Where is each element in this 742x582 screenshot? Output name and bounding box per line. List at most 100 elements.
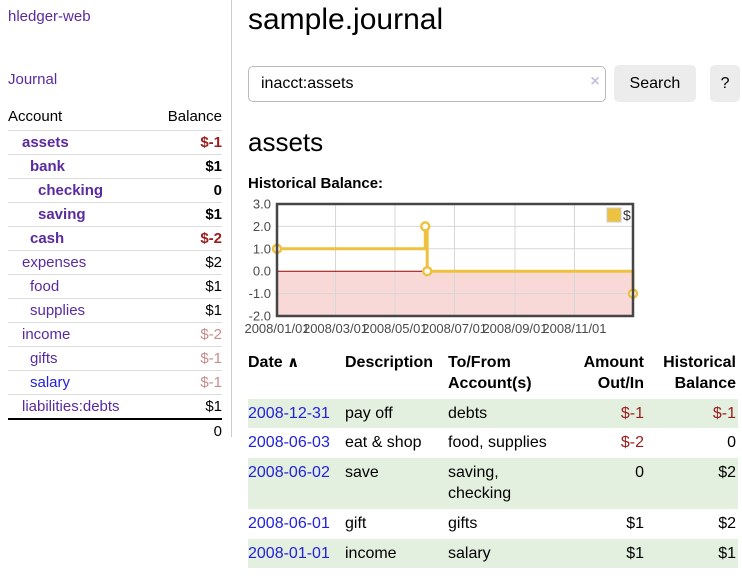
svg-text:1.0: 1.0 (253, 241, 271, 256)
date-link[interactable]: 2008-06-01 (248, 514, 330, 532)
search-form: × Search ? (248, 65, 740, 102)
account-balance: $2 (205, 254, 222, 271)
account-row: liabilities:debts $1 (8, 394, 222, 420)
transaction-amount-cell: $-2 (620, 434, 644, 452)
clear-search-icon[interactable]: × (590, 73, 600, 90)
account-balance: 0 (213, 182, 222, 199)
account-link-income[interactable]: income (22, 326, 71, 343)
account-balance: $-2 (200, 326, 222, 343)
register-col-accounts: To/From Account(s) (448, 354, 532, 392)
transaction-description-cell: income (345, 544, 397, 562)
account-link-expenses[interactable]: expenses (22, 254, 87, 271)
account-row: food $1 (8, 274, 222, 299)
account-balance: $1 (205, 206, 222, 223)
account-link-assets[interactable]: assets (22, 134, 69, 151)
transaction-accounts-cell: saving, checking (448, 463, 512, 503)
svg-text:2008/03/01: 2008/03/01 (303, 321, 368, 336)
transaction-date-cell: 2008-12-31 (248, 399, 345, 429)
svg-text:2008/07/01: 2008/07/01 (422, 321, 487, 336)
account-link-supplies[interactable]: supplies (30, 302, 86, 319)
transaction-date-cell: 2008-06-01 (248, 509, 345, 539)
transaction-date-cell: 2008-06-02 (248, 458, 345, 509)
sort-ascending-icon: ∧ (287, 354, 300, 371)
account-balance: $1 (205, 278, 222, 295)
account-row: supplies $1 (8, 298, 222, 323)
register-col-amount: Amount Out/In (583, 354, 644, 392)
register-col-balance: Historical Balance (663, 354, 736, 392)
account-link-checking[interactable]: checking (38, 182, 104, 199)
account-link-bank[interactable]: bank (30, 158, 66, 175)
page-title: sample.journal (248, 3, 444, 36)
transaction-amount-cell: $-1 (620, 404, 644, 422)
svg-text:2008/09/01: 2008/09/01 (482, 321, 547, 336)
transaction-amount-cell: 0 (635, 463, 644, 481)
account-row: saving $1 (8, 202, 222, 227)
account-balance: $1 (205, 158, 222, 175)
account-row: income $-2 (8, 322, 222, 347)
accounts-table: Account Balance assets $-1 bank $1 checking 0… (8, 105, 222, 443)
app-brand-link[interactable]: hledger-web (8, 8, 91, 25)
legend-swatch (606, 207, 622, 223)
transaction-balance-cell: 0 (727, 434, 736, 452)
svg-text:3.0: 3.0 (253, 197, 271, 212)
date-link[interactable]: 2008-12-31 (248, 404, 330, 422)
svg-text:0.0: 0.0 (253, 264, 271, 279)
accounts-header-row: Account Balance (8, 105, 222, 131)
register-col-date-label: Date (248, 354, 283, 371)
register-row: 2008-12-31 pay off debts $-1 $-1 (248, 398, 738, 429)
account-heading: assets (248, 127, 324, 157)
date-link[interactable]: 2008-01-01 (248, 544, 330, 562)
sidebar-item-journal[interactable]: Journal (8, 71, 58, 88)
transaction-accounts-cell: debts (448, 404, 488, 422)
transaction-accounts-cell: gifts (448, 514, 478, 532)
account-link-food[interactable]: food (30, 278, 60, 295)
data-point-marker (420, 221, 431, 232)
transaction-balance-cell: $2 (718, 463, 736, 481)
svg-text:2008/05/01: 2008/05/01 (362, 321, 427, 336)
account-row: assets $-1 (8, 130, 222, 155)
register-col-date[interactable]: Date ∧ (248, 351, 345, 399)
account-link-salary[interactable]: salary (30, 374, 71, 391)
register-header-row: Date ∧ Description To/From Account(s) Am… (248, 351, 738, 399)
search-button[interactable]: Search (613, 65, 697, 102)
account-row: gifts $-1 (8, 346, 222, 371)
transaction-amount-cell: $1 (626, 514, 644, 532)
account-row: salary $-1 (8, 370, 222, 395)
register-row: 2008-06-02 save saving, checking 0 $2 (248, 457, 738, 509)
date-link[interactable]: 2008-06-02 (248, 463, 330, 481)
account-link-saving[interactable]: saving (38, 206, 86, 223)
svg-text:2.0: 2.0 (253, 219, 271, 234)
account-row: bank $1 (8, 154, 222, 179)
sidebar: hledger-web Journal Account Balance asse… (0, 0, 232, 440)
register-row: 2008-06-01 gift gifts $1 $2 (248, 509, 738, 539)
transaction-description-cell: eat & shop (345, 434, 422, 452)
transaction-balance-cell: $-1 (712, 404, 736, 422)
account-balance: $1 (205, 302, 222, 319)
help-button[interactable]: ? (710, 65, 740, 102)
account-balance: $-1 (200, 134, 222, 151)
svg-text:2008/01/01: 2008/01/01 (244, 321, 309, 336)
account-balance: $-1 (200, 374, 222, 391)
transaction-description-cell: pay off (345, 404, 393, 422)
main-content: sample.journal × Search ? assets Histori… (244, 0, 740, 569)
balance-chart-svg: $3.0 2.0 1.0 0.0 -1.0 -2.02008/01/012008/03/0… (244, 197, 639, 336)
svg-text:2008/11/01: 2008/11/01 (542, 321, 606, 336)
transaction-description-cell: save (345, 463, 379, 481)
transaction-description-cell: gift (345, 514, 367, 532)
search-input[interactable] (248, 65, 606, 102)
account-row: cash $-2 (8, 226, 222, 251)
register-table: Date ∧ Description To/From Account(s) Am… (248, 351, 738, 569)
register-row: 2008-01-01 income salary $1 $1 (248, 538, 738, 569)
account-link-cash[interactable]: cash (30, 230, 65, 247)
accounts-col-account: Account (8, 108, 63, 125)
accounts-total-value: 0 (213, 423, 222, 440)
register-row: 2008-06-03 eat & shop food, supplies $-2 0 (248, 428, 738, 458)
transaction-accounts-cell: salary (448, 544, 491, 562)
balance-chart: $3.0 2.0 1.0 0.0 -1.0 -2.0 2008/01/01 2008/03/0… (244, 197, 740, 342)
account-link-gifts[interactable]: gifts (30, 350, 58, 367)
register-col-description: Description (345, 354, 434, 371)
account-link-liabilities-debts[interactable]: liabilities:debts (22, 398, 120, 415)
date-link[interactable]: 2008-06-03 (248, 434, 330, 452)
transaction-accounts-cell: food, supplies (448, 434, 547, 452)
accounts-col-balance: Balance (167, 108, 222, 125)
